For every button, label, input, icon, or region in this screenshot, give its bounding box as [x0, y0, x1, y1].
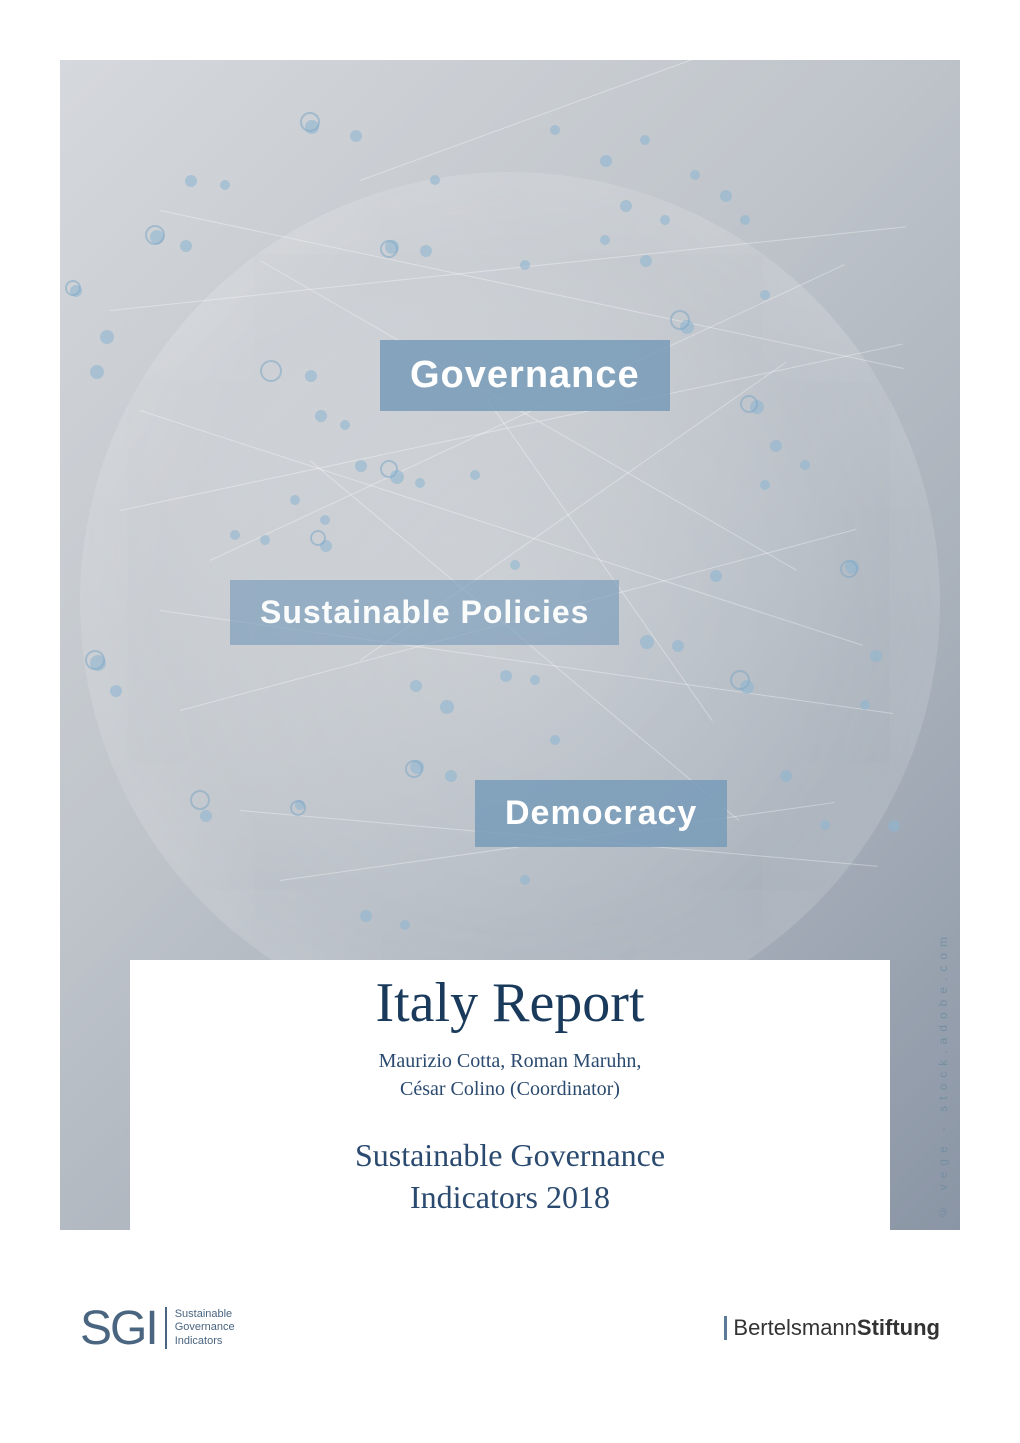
network-ring [380, 460, 398, 478]
footer: SGI Sustainable Governance Indicators Be… [60, 1273, 960, 1383]
network-dot [340, 420, 350, 430]
network-dot [90, 365, 104, 379]
hero-label-policies: Sustainable Policies [230, 580, 619, 645]
network-dot [420, 245, 432, 257]
network-dot [400, 920, 410, 930]
network-dot [710, 570, 722, 582]
sgi-line3: Indicators [175, 1335, 235, 1348]
network-dot [760, 290, 770, 300]
network-ring [840, 560, 858, 578]
publisher-bar [724, 1316, 727, 1340]
network-dot [350, 130, 362, 142]
image-credit: © vege - stock.adobe.com [936, 931, 950, 1220]
network-dot [230, 530, 240, 540]
project-line2: Indicators 2018 [410, 1179, 610, 1215]
network-dot [672, 640, 684, 652]
network-dot [600, 235, 610, 245]
network-dot [720, 190, 732, 202]
network-dot [355, 460, 367, 472]
network-ring [730, 670, 750, 690]
network-dot [290, 495, 300, 505]
report-authors: Maurizio Cotta, Roman Maruhn, César Coli… [379, 1047, 642, 1103]
network-dot [690, 170, 700, 180]
network-dot [500, 670, 512, 682]
network-dot [860, 700, 870, 710]
publisher-name: BertelsmannStiftung [733, 1315, 940, 1341]
network-dot [640, 135, 650, 145]
network-ring [145, 225, 165, 245]
network-ring [740, 395, 758, 413]
network-dot [888, 820, 900, 832]
authors-line2: César Colino (Coordinator) [400, 1078, 620, 1100]
network-dot [100, 330, 114, 344]
hero-label-democracy: Democracy [475, 780, 727, 847]
network-dot [600, 155, 612, 167]
sgi-fullname: Sustainable Governance Indicators [175, 1308, 235, 1348]
hero-label-governance: Governance [380, 340, 670, 411]
network-dot [550, 735, 560, 745]
publisher-logo: BertelsmannStiftung [724, 1315, 940, 1341]
publisher-bold: Stiftung [857, 1315, 940, 1340]
network-ring [380, 240, 398, 258]
hero-image: Governance Sustainable Policies Democrac… [60, 60, 960, 1230]
sgi-abbrev: SGI [80, 1301, 157, 1356]
network-dot [520, 260, 530, 270]
network-dot [640, 635, 654, 649]
project-title: Sustainable Governance Indicators 2018 [355, 1135, 665, 1218]
network-dot [470, 470, 480, 480]
network-dot [185, 175, 197, 187]
network-ring [300, 112, 320, 132]
network-dot [440, 700, 454, 714]
network-ring [260, 360, 282, 382]
network-dot [260, 535, 270, 545]
network-ring [405, 760, 423, 778]
network-dot [360, 910, 372, 922]
sgi-line1: Sustainable [175, 1308, 235, 1321]
network-dot [510, 560, 520, 570]
project-line1: Sustainable Governance [355, 1137, 665, 1173]
network-dot [770, 440, 782, 452]
network-dot [820, 820, 830, 830]
network-dot [780, 770, 792, 782]
network-ring [290, 800, 306, 816]
network-ring [85, 650, 105, 670]
network-dot [620, 200, 632, 212]
publisher-light: Bertelsmann [733, 1315, 857, 1340]
network-dot [800, 460, 810, 470]
network-dot [180, 240, 192, 252]
network-ring [310, 530, 326, 546]
network-dot [550, 125, 560, 135]
network-dot [305, 370, 317, 382]
network-dot [640, 255, 652, 267]
network-ring [190, 790, 210, 810]
sgi-line2: Governance [175, 1321, 235, 1334]
network-dot [760, 480, 770, 490]
network-dot [110, 685, 122, 697]
network-dot [220, 180, 230, 190]
sgi-divider [165, 1307, 167, 1349]
network-ring [65, 280, 81, 296]
network-dot [740, 215, 750, 225]
network-dot [520, 875, 530, 885]
network-dot [445, 770, 457, 782]
network-dot [430, 175, 440, 185]
network-dot [410, 680, 422, 692]
network-dot [870, 650, 882, 662]
network-dot [660, 215, 670, 225]
network-ring [670, 310, 690, 330]
network-dot [315, 410, 327, 422]
title-card: Italy Report Maurizio Cotta, Roman Maruh… [130, 960, 890, 1230]
sgi-logo: SGI Sustainable Governance Indicators [80, 1301, 235, 1356]
network-dot [320, 515, 330, 525]
network-dot [415, 478, 425, 488]
report-country-title: Italy Report [375, 971, 644, 1035]
network-dot [200, 810, 212, 822]
page-container: Governance Sustainable Policies Democrac… [60, 60, 960, 1383]
authors-line1: Maurizio Cotta, Roman Maruhn, [379, 1050, 642, 1072]
network-dot [530, 675, 540, 685]
